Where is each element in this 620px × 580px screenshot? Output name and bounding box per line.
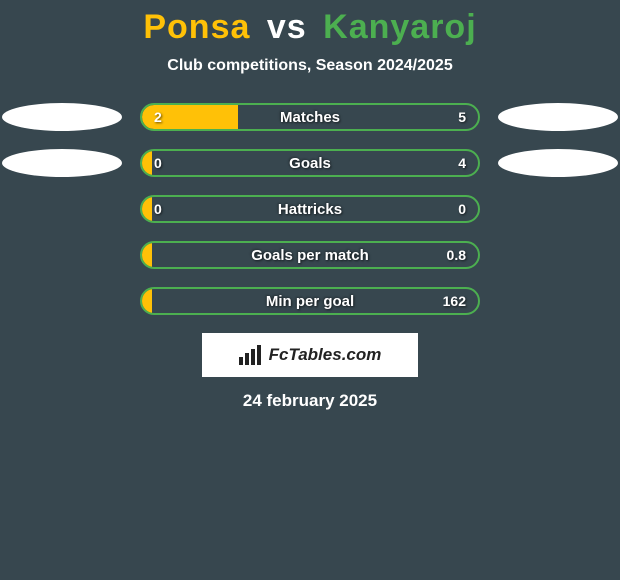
stat-bar: 0Goals4: [140, 149, 480, 177]
stat-value-right: 0.8: [447, 243, 466, 267]
date: 24 february 2025: [0, 391, 620, 411]
stat-rows: 2Matches50Goals40Hattricks0Goals per mat…: [0, 103, 620, 315]
comparison-card: Ponsa vs Kanyaroj Club competitions, Sea…: [0, 0, 620, 411]
stat-row: 0Hattricks0: [0, 195, 620, 223]
stat-label: Goals per match: [142, 243, 478, 267]
stat-label: Hattricks: [142, 197, 478, 221]
vs-text: vs: [267, 8, 307, 46]
stat-label: Matches: [142, 105, 478, 129]
stat-label: Min per goal: [142, 289, 478, 313]
stat-bar: 2Matches5: [140, 103, 480, 131]
stat-row: Min per goal162: [0, 287, 620, 315]
stat-value-right: 162: [443, 289, 466, 313]
player-b-oval: [498, 149, 618, 177]
source-badge: FcTables.com: [202, 333, 418, 377]
title: Ponsa vs Kanyaroj: [0, 8, 620, 47]
stat-row: 2Matches5: [0, 103, 620, 131]
stat-bar: Goals per match0.8: [140, 241, 480, 269]
stat-value-right: 5: [458, 105, 466, 129]
stat-bar: Min per goal162: [140, 287, 480, 315]
stat-label: Goals: [142, 151, 478, 175]
stat-row: 0Goals4: [0, 149, 620, 177]
player-a-oval: [2, 149, 122, 177]
badge-text: FcTables.com: [269, 345, 382, 365]
stat-bar: 0Hattricks0: [140, 195, 480, 223]
player-b-oval: [498, 103, 618, 131]
player-a-name: Ponsa: [143, 8, 250, 46]
barchart-icon: [239, 345, 263, 365]
player-b-name: Kanyaroj: [323, 8, 477, 46]
stat-row: Goals per match0.8: [0, 241, 620, 269]
stat-value-right: 0: [458, 197, 466, 221]
player-a-oval: [2, 103, 122, 131]
subtitle: Club competitions, Season 2024/2025: [0, 57, 620, 75]
stat-value-right: 4: [458, 151, 466, 175]
